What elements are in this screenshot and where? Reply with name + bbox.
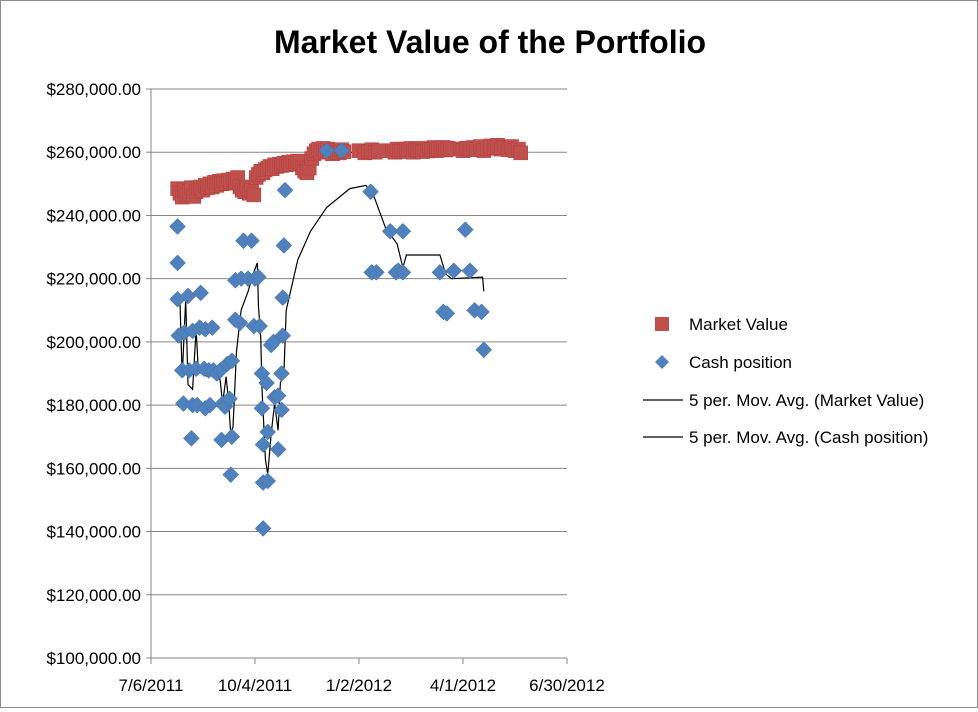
- cash-position-point: [259, 423, 277, 441]
- cash-position-point: [231, 314, 249, 332]
- y-tick-label: $160,000.00: [46, 459, 141, 478]
- legend-diamond-marker: [655, 355, 669, 369]
- cash-position-point: [250, 268, 267, 286]
- cash-position-point: [367, 263, 385, 281]
- cash-position-point: [243, 232, 260, 250]
- axes: $100,000.00 $120,000.00 $140,000.00 $160,00…: [46, 80, 604, 695]
- cash-position-point: [381, 222, 399, 240]
- cash-position-point: [253, 399, 271, 417]
- legend-label: 5 per. Mov. Avg. (Market Value): [689, 391, 924, 410]
- cash-position-point: [259, 472, 277, 490]
- cash-position-point: [192, 284, 210, 302]
- cash-position-point: [394, 222, 412, 240]
- cash-position-point: [318, 142, 335, 159]
- x-tick-label: 7/6/2011: [119, 676, 184, 695]
- y-tick-label: $200,000.00: [46, 333, 141, 352]
- legend-label: 5 per. Mov. Avg. (Cash position): [689, 428, 928, 447]
- cash-position-point: [274, 327, 292, 344]
- legend-item: 5 per. Mov. Avg. (Cash position): [643, 428, 928, 447]
- market-value-points: [170, 138, 529, 205]
- y-tick-label: $180,000.00: [46, 396, 141, 415]
- cash-position-point: [273, 401, 290, 419]
- cash-position-point: [254, 520, 272, 537]
- cash-position-point: [461, 262, 479, 280]
- y-tick-label: $120,000.00: [46, 586, 141, 605]
- cash-position-point: [203, 319, 221, 337]
- y-tick-label: $240,000.00: [46, 206, 141, 225]
- cash-position-point: [269, 441, 287, 458]
- market-value-point: [371, 143, 386, 158]
- cash-position-point: [333, 142, 351, 159]
- cash-position-point: [254, 436, 272, 453]
- cash-position-point: [456, 221, 474, 239]
- cash-position-point: [221, 390, 238, 408]
- cash-position-point: [362, 183, 379, 201]
- cash-position-point: [445, 262, 463, 280]
- legend-item: Market Value: [655, 315, 788, 334]
- x-tick-label: 4/1/2012: [430, 676, 496, 695]
- cash-position-point: [223, 352, 241, 370]
- cash-position-point: [275, 237, 293, 254]
- x-tick-label: 10/4/2011: [218, 676, 292, 695]
- cash-position-point: [201, 396, 219, 414]
- y-tick-label: $140,000.00: [46, 523, 141, 542]
- cash-position-point: [251, 317, 268, 335]
- market-value-point: [513, 145, 529, 161]
- gridlines: [151, 88, 567, 596]
- cash-position-point: [258, 374, 275, 392]
- cash-position-point: [273, 365, 290, 382]
- cash-position-point: [276, 181, 294, 199]
- legend-label: Market Value: [689, 315, 788, 334]
- cash-position-point: [183, 429, 200, 447]
- legend-square-marker: [655, 317, 669, 331]
- x-tick-label: 6/30/2012: [529, 676, 605, 695]
- cash-position-point: [169, 254, 186, 272]
- legend-label: Cash position: [689, 353, 792, 372]
- y-tick-label: $100,000.00: [46, 649, 141, 668]
- cash-position-point: [473, 303, 490, 321]
- market-value-point: [246, 187, 262, 203]
- cash-position-point: [269, 387, 287, 404]
- cash-position-point: [431, 263, 449, 281]
- cash-position-point: [223, 428, 241, 446]
- cash-position-point: [438, 305, 456, 322]
- y-tick-label: $220,000.00: [46, 270, 141, 289]
- y-tick-label: $280,000.00: [46, 80, 141, 99]
- cash-position-point: [169, 218, 186, 235]
- x-tick-label: 1/2/2012: [326, 676, 392, 695]
- chart-title: Market Value of the Portfolio: [274, 24, 706, 60]
- cash-position-point: [475, 341, 493, 359]
- cash-position-point: [394, 263, 412, 281]
- legend-item: Cash position: [655, 353, 792, 372]
- cash-position-points: [169, 142, 493, 537]
- legend: Market Value Cash position 5 per. Mov. Avg…: [643, 315, 928, 447]
- cash-position-point: [222, 466, 240, 484]
- legend-item: 5 per. Mov. Avg. (Market Value): [643, 391, 924, 410]
- cash-position-point: [274, 289, 292, 306]
- y-tick-label: $260,000.00: [46, 143, 141, 162]
- moving-average-line-3: [179, 184, 485, 475]
